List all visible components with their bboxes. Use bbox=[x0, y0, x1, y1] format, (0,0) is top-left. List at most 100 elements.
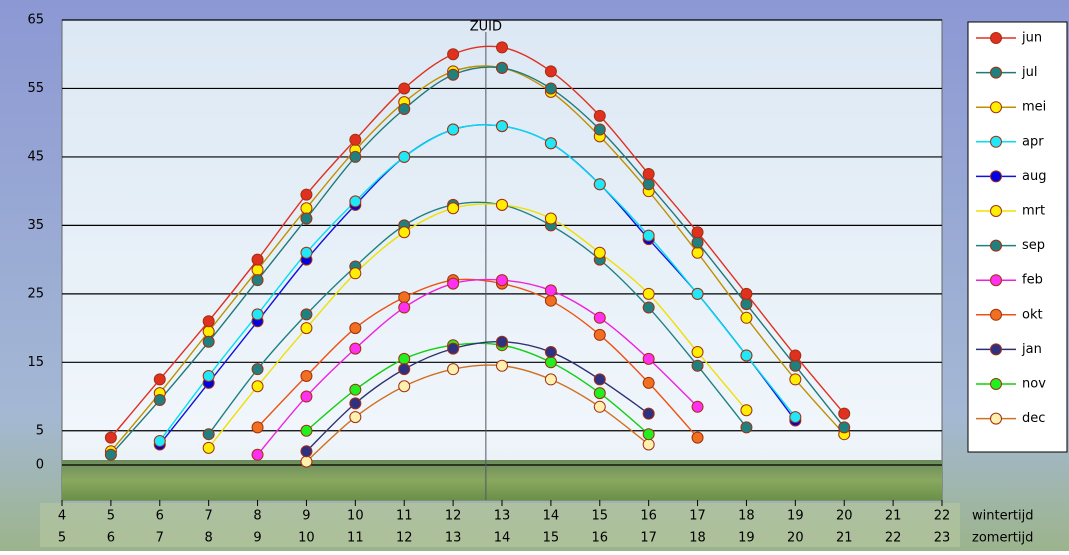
data-point bbox=[300, 322, 313, 335]
x-tick-label: 14 bbox=[543, 509, 560, 524]
y-tick-label: 25 bbox=[27, 286, 44, 301]
legend-label: jan bbox=[1021, 342, 1042, 357]
data-point bbox=[202, 325, 215, 338]
legend-marker bbox=[990, 66, 1002, 79]
data-point bbox=[593, 246, 606, 259]
data-point bbox=[593, 178, 606, 191]
data-point bbox=[740, 421, 753, 434]
data-point bbox=[349, 411, 362, 424]
data-point bbox=[398, 301, 411, 314]
legend-marker bbox=[990, 101, 1002, 114]
data-point bbox=[447, 123, 460, 136]
data-point bbox=[300, 188, 313, 201]
data-point bbox=[398, 150, 411, 163]
legend-marker bbox=[990, 239, 1002, 252]
data-point bbox=[691, 359, 704, 372]
data-point bbox=[789, 373, 802, 386]
x-tick-label: 15 bbox=[592, 509, 609, 524]
data-point bbox=[838, 421, 851, 434]
data-point bbox=[642, 438, 655, 451]
x-tick-label: 12 bbox=[445, 509, 462, 524]
data-point bbox=[544, 82, 557, 95]
data-point bbox=[544, 137, 557, 150]
data-point bbox=[251, 274, 264, 287]
data-point bbox=[740, 311, 753, 324]
x-tick-label-zomertijd: 12 bbox=[396, 531, 413, 546]
data-point bbox=[300, 370, 313, 382]
legend-marker bbox=[990, 412, 1002, 425]
data-point bbox=[496, 120, 508, 133]
x-tick-label-zomertijd: 20 bbox=[787, 531, 804, 546]
data-point bbox=[544, 373, 557, 386]
data-point bbox=[300, 445, 313, 458]
legend-label: mei bbox=[1022, 100, 1046, 115]
x-tick-label-zomertijd: 18 bbox=[689, 531, 706, 546]
x-tick-label-zomertijd: 10 bbox=[298, 531, 315, 546]
data-point bbox=[398, 352, 411, 365]
x-tick-label-zomertijd: 22 bbox=[885, 531, 902, 546]
series-line bbox=[208, 201, 747, 435]
series-line bbox=[257, 278, 699, 456]
data-point bbox=[789, 359, 802, 372]
x-tick-label: 20 bbox=[836, 509, 853, 524]
data-point bbox=[349, 195, 362, 208]
x-tick-label-zomertijd: 17 bbox=[640, 531, 657, 546]
data-point bbox=[251, 363, 264, 376]
data-point bbox=[642, 428, 655, 441]
legend-label: feb bbox=[1022, 273, 1043, 288]
data-point bbox=[349, 150, 362, 163]
data-point bbox=[496, 359, 508, 372]
data-point bbox=[104, 431, 117, 444]
data-point bbox=[691, 346, 704, 359]
data-point bbox=[104, 448, 117, 461]
data-point bbox=[349, 397, 362, 410]
data-point bbox=[153, 435, 166, 448]
data-point bbox=[593, 400, 606, 413]
legend-marker bbox=[990, 135, 1002, 148]
data-point bbox=[398, 291, 411, 304]
data-point bbox=[642, 178, 655, 191]
data-point bbox=[642, 301, 655, 314]
x-tick-label: 6 bbox=[156, 509, 164, 524]
data-point bbox=[642, 352, 655, 365]
data-point bbox=[789, 349, 802, 362]
data-point bbox=[691, 246, 704, 259]
data-point bbox=[544, 356, 557, 369]
data-point bbox=[447, 342, 460, 355]
x-tick-label: 16 bbox=[640, 509, 657, 524]
data-point bbox=[447, 202, 460, 215]
data-point bbox=[642, 376, 655, 389]
legend-label: okt bbox=[1022, 307, 1043, 322]
data-point bbox=[300, 390, 313, 403]
x-tick-label-zomertijd: 6 bbox=[107, 531, 115, 546]
data-point bbox=[691, 236, 704, 249]
x-axis-label: wintertijd bbox=[972, 509, 1034, 524]
y-tick-label: 5 bbox=[36, 423, 44, 438]
data-point bbox=[544, 284, 557, 297]
data-point bbox=[202, 315, 215, 328]
data-point bbox=[349, 267, 362, 280]
x-tick-label: 11 bbox=[396, 509, 413, 524]
x-tick-label-zomertijd: 19 bbox=[738, 531, 755, 546]
data-point bbox=[202, 370, 215, 382]
data-point bbox=[593, 123, 606, 136]
data-point bbox=[691, 226, 704, 239]
data-point bbox=[349, 133, 362, 146]
data-point bbox=[398, 380, 411, 393]
data-point bbox=[153, 373, 166, 386]
data-point bbox=[251, 308, 264, 321]
data-point bbox=[447, 363, 460, 376]
x-tick-label: 19 bbox=[787, 509, 804, 524]
data-point bbox=[496, 41, 508, 54]
data-point bbox=[789, 411, 802, 424]
data-point bbox=[642, 287, 655, 300]
series-line bbox=[208, 203, 747, 449]
plot-area bbox=[61, 19, 943, 501]
legend-label: apr bbox=[1022, 134, 1044, 149]
data-point bbox=[593, 109, 606, 122]
legend bbox=[967, 21, 1068, 453]
x-tick-label-zomertijd: 7 bbox=[156, 531, 164, 546]
x-tick-label: 8 bbox=[253, 509, 261, 524]
data-point bbox=[300, 455, 313, 468]
legend-label: jun bbox=[1021, 31, 1042, 46]
